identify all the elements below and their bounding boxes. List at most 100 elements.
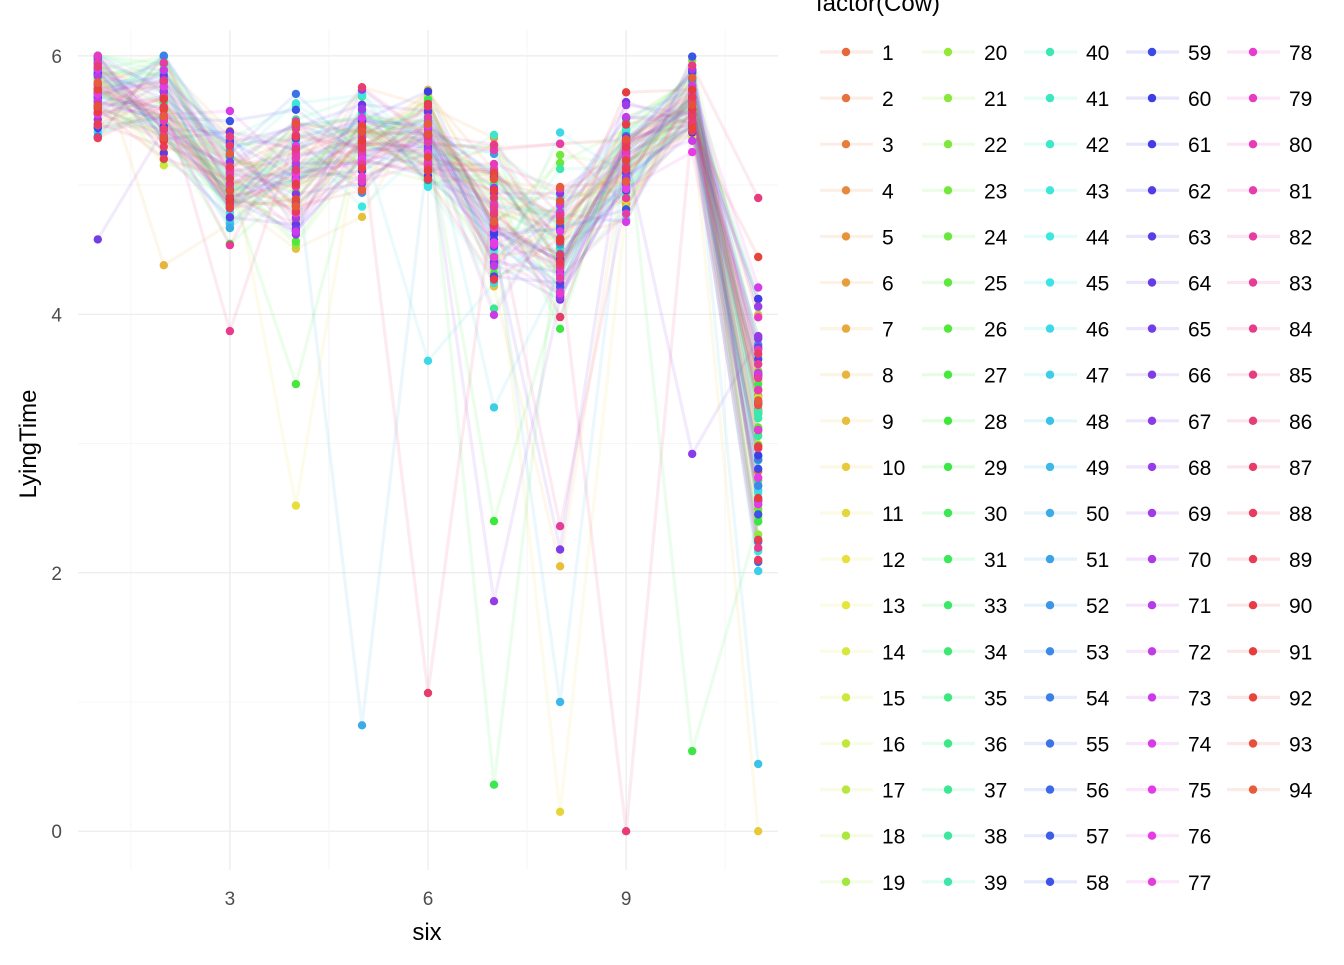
legend-item-cow-34: 34 — [922, 641, 1008, 664]
legend-label: 23 — [984, 180, 1007, 203]
legend-label: 48 — [1086, 411, 1109, 434]
legend-label: 21 — [984, 88, 1007, 111]
legend-item-cow-54: 54 — [1024, 687, 1110, 710]
data-point-cow-87 — [423, 688, 433, 698]
legend-key-point — [841, 877, 851, 886]
data-point-cow-74 — [225, 106, 235, 116]
legend-item-cow-25: 25 — [922, 273, 1007, 296]
legend-label: 27 — [984, 365, 1007, 388]
legend-item-cow-38: 38 — [922, 826, 1007, 849]
legend-key-point — [1045, 324, 1055, 333]
data-point-cow-94 — [159, 112, 168, 121]
legend-label: 81 — [1289, 180, 1312, 203]
legend-item-cow-80: 80 — [1227, 134, 1312, 157]
legend-label: 72 — [1188, 641, 1211, 664]
legend-label: 91 — [1289, 641, 1312, 664]
data-point-cow-83 — [754, 360, 763, 369]
legend-label: 86 — [1289, 411, 1312, 434]
data-point-cow-87 — [688, 111, 697, 121]
legend-key-point — [1147, 554, 1157, 564]
data-point-cow-82 — [159, 58, 168, 67]
data-point-cow-92 — [489, 169, 499, 178]
data-point-cow-91 — [621, 88, 631, 97]
legend-item-cow-87: 87 — [1227, 457, 1312, 480]
legend-label: 52 — [1086, 595, 1109, 618]
data-point-cow-92 — [225, 203, 235, 212]
data-point-cow-91 — [357, 136, 367, 145]
legend-key-point — [841, 93, 851, 103]
legend-item-cow-18: 18 — [820, 826, 905, 849]
legend-key-point — [1147, 601, 1157, 610]
legend-item-cow-59: 59 — [1126, 42, 1211, 65]
data-point-cow-83 — [489, 202, 499, 212]
legend-label: 35 — [984, 687, 1007, 710]
legend-item-cow-44: 44 — [1024, 226, 1110, 249]
legend-label: 47 — [1086, 365, 1109, 388]
legend-item-cow-7: 7 — [820, 319, 894, 342]
legend-label: 62 — [1188, 180, 1211, 203]
legend-item-cow-5: 5 — [820, 226, 894, 249]
legend-label: 43 — [1086, 180, 1109, 203]
legend-key-point — [1045, 462, 1055, 472]
legend-item-cow-48: 48 — [1024, 411, 1109, 434]
legend-key-point — [1147, 140, 1157, 149]
legend-key-point — [943, 693, 953, 702]
legend-item-cow-3: 3 — [820, 134, 894, 157]
legend-item-cow-13: 13 — [820, 595, 905, 618]
legend-label: 90 — [1289, 595, 1312, 618]
legend-item-cow-70: 70 — [1126, 549, 1211, 572]
data-point-cow-30 — [489, 780, 499, 789]
data-point-cow-86 — [489, 210, 499, 219]
data-point-cow-9 — [555, 562, 565, 571]
data-point-cow-89 — [357, 164, 367, 173]
data-point-cow-93 — [93, 102, 103, 111]
legend-key-point — [943, 278, 953, 287]
data-point-cow-39 — [555, 164, 565, 174]
legend-item-cow-29: 29 — [922, 457, 1007, 480]
legend-label: 63 — [1188, 226, 1211, 249]
legend-label: 77 — [1188, 872, 1211, 895]
data-point-cow-86 — [621, 827, 631, 836]
legend-label: 57 — [1086, 826, 1109, 849]
data-point-cow-92 — [423, 152, 433, 162]
data-point-cow-82 — [423, 113, 433, 122]
legend-key-point — [943, 140, 953, 149]
data-point-cow-84 — [754, 543, 763, 552]
data-point-cow-61 — [754, 294, 763, 304]
legend-label: 85 — [1289, 365, 1312, 388]
data-point-cow-75 — [555, 227, 565, 236]
data-point-cow-94 — [621, 177, 631, 186]
data-point-cow-58 — [225, 116, 235, 126]
legend-key-point — [1147, 831, 1157, 840]
legend-label: 39 — [984, 872, 1007, 895]
legend-label: 4 — [882, 180, 894, 203]
data-point-cow-74 — [754, 283, 763, 292]
legend-item-cow-26: 26 — [922, 319, 1007, 342]
legend-key-point — [1045, 416, 1055, 425]
legend-key-point — [1147, 324, 1157, 333]
data-point-cow-88 — [357, 144, 367, 153]
legend-key-point — [1147, 47, 1157, 57]
x-tick-label: 3 — [225, 889, 236, 910]
data-point-cow-88 — [754, 555, 763, 565]
legend-label: 10 — [882, 457, 905, 480]
legend-key-point — [841, 47, 851, 57]
data-point-cow-59 — [754, 464, 763, 473]
data-point-cow-88 — [225, 163, 235, 172]
legend-key-point — [943, 647, 953, 656]
data-point-cow-78 — [489, 252, 499, 262]
legend-item-cow-15: 15 — [820, 687, 905, 710]
data-point-cow-48 — [754, 759, 763, 769]
legend-label: 42 — [1086, 134, 1109, 157]
data-point-cow-29 — [688, 746, 697, 756]
legend-label: 40 — [1086, 42, 1109, 65]
legend-label: 83 — [1289, 273, 1312, 296]
legend-label: 3 — [882, 134, 894, 157]
data-point-cow-68 — [489, 597, 499, 606]
y-tick-label: 2 — [51, 564, 62, 585]
data-point-cow-73 — [291, 227, 301, 236]
legend-key-point — [1147, 877, 1157, 886]
data-point-cow-83 — [225, 240, 235, 250]
data-point-cow-94 — [225, 149, 235, 158]
data-point-cow-24 — [555, 158, 565, 168]
